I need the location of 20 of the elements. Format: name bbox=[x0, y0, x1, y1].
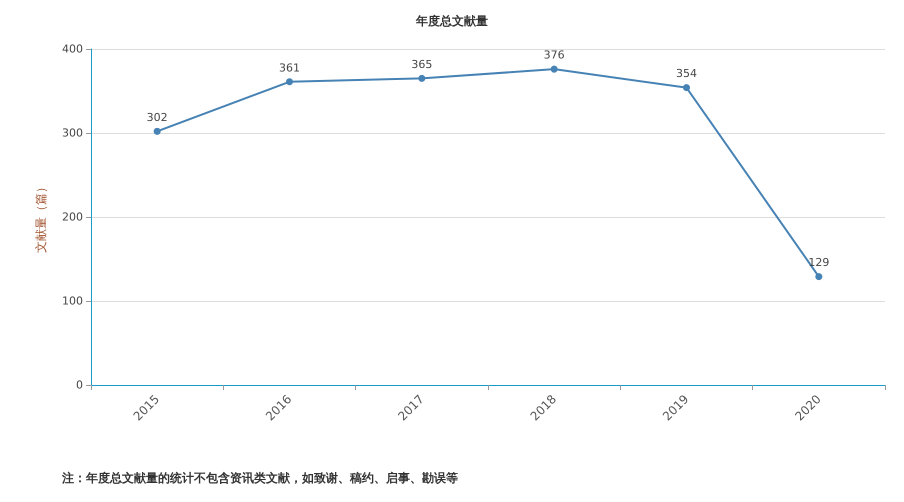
point bbox=[683, 84, 690, 92]
y-axis-title: 文献量（篇） bbox=[34, 181, 48, 253]
text: 注：年度总文献量的统计不包含资讯类文献，如致谢、稿约、启事、勘误等 bbox=[61, 471, 458, 485]
y-tick-label: 200 bbox=[62, 210, 83, 224]
point bbox=[418, 74, 426, 82]
y-tick-label: 0 bbox=[76, 378, 83, 392]
point bbox=[286, 78, 293, 86]
point bbox=[815, 273, 822, 280]
data-label: 302 bbox=[146, 110, 168, 124]
data-label: 365 bbox=[411, 58, 432, 71]
y-tick-label: 300 bbox=[62, 126, 83, 140]
data-label: 354 bbox=[676, 67, 697, 80]
data-label: 129 bbox=[808, 256, 830, 270]
chart-title: 年度总文献量 bbox=[415, 14, 488, 28]
point bbox=[550, 66, 558, 73]
y-tick-label: 400 bbox=[62, 42, 83, 56]
data-label: 376 bbox=[544, 48, 565, 62]
y-tick-label: 100 bbox=[62, 294, 83, 308]
point bbox=[154, 128, 161, 135]
data-label: 361 bbox=[279, 61, 300, 74]
